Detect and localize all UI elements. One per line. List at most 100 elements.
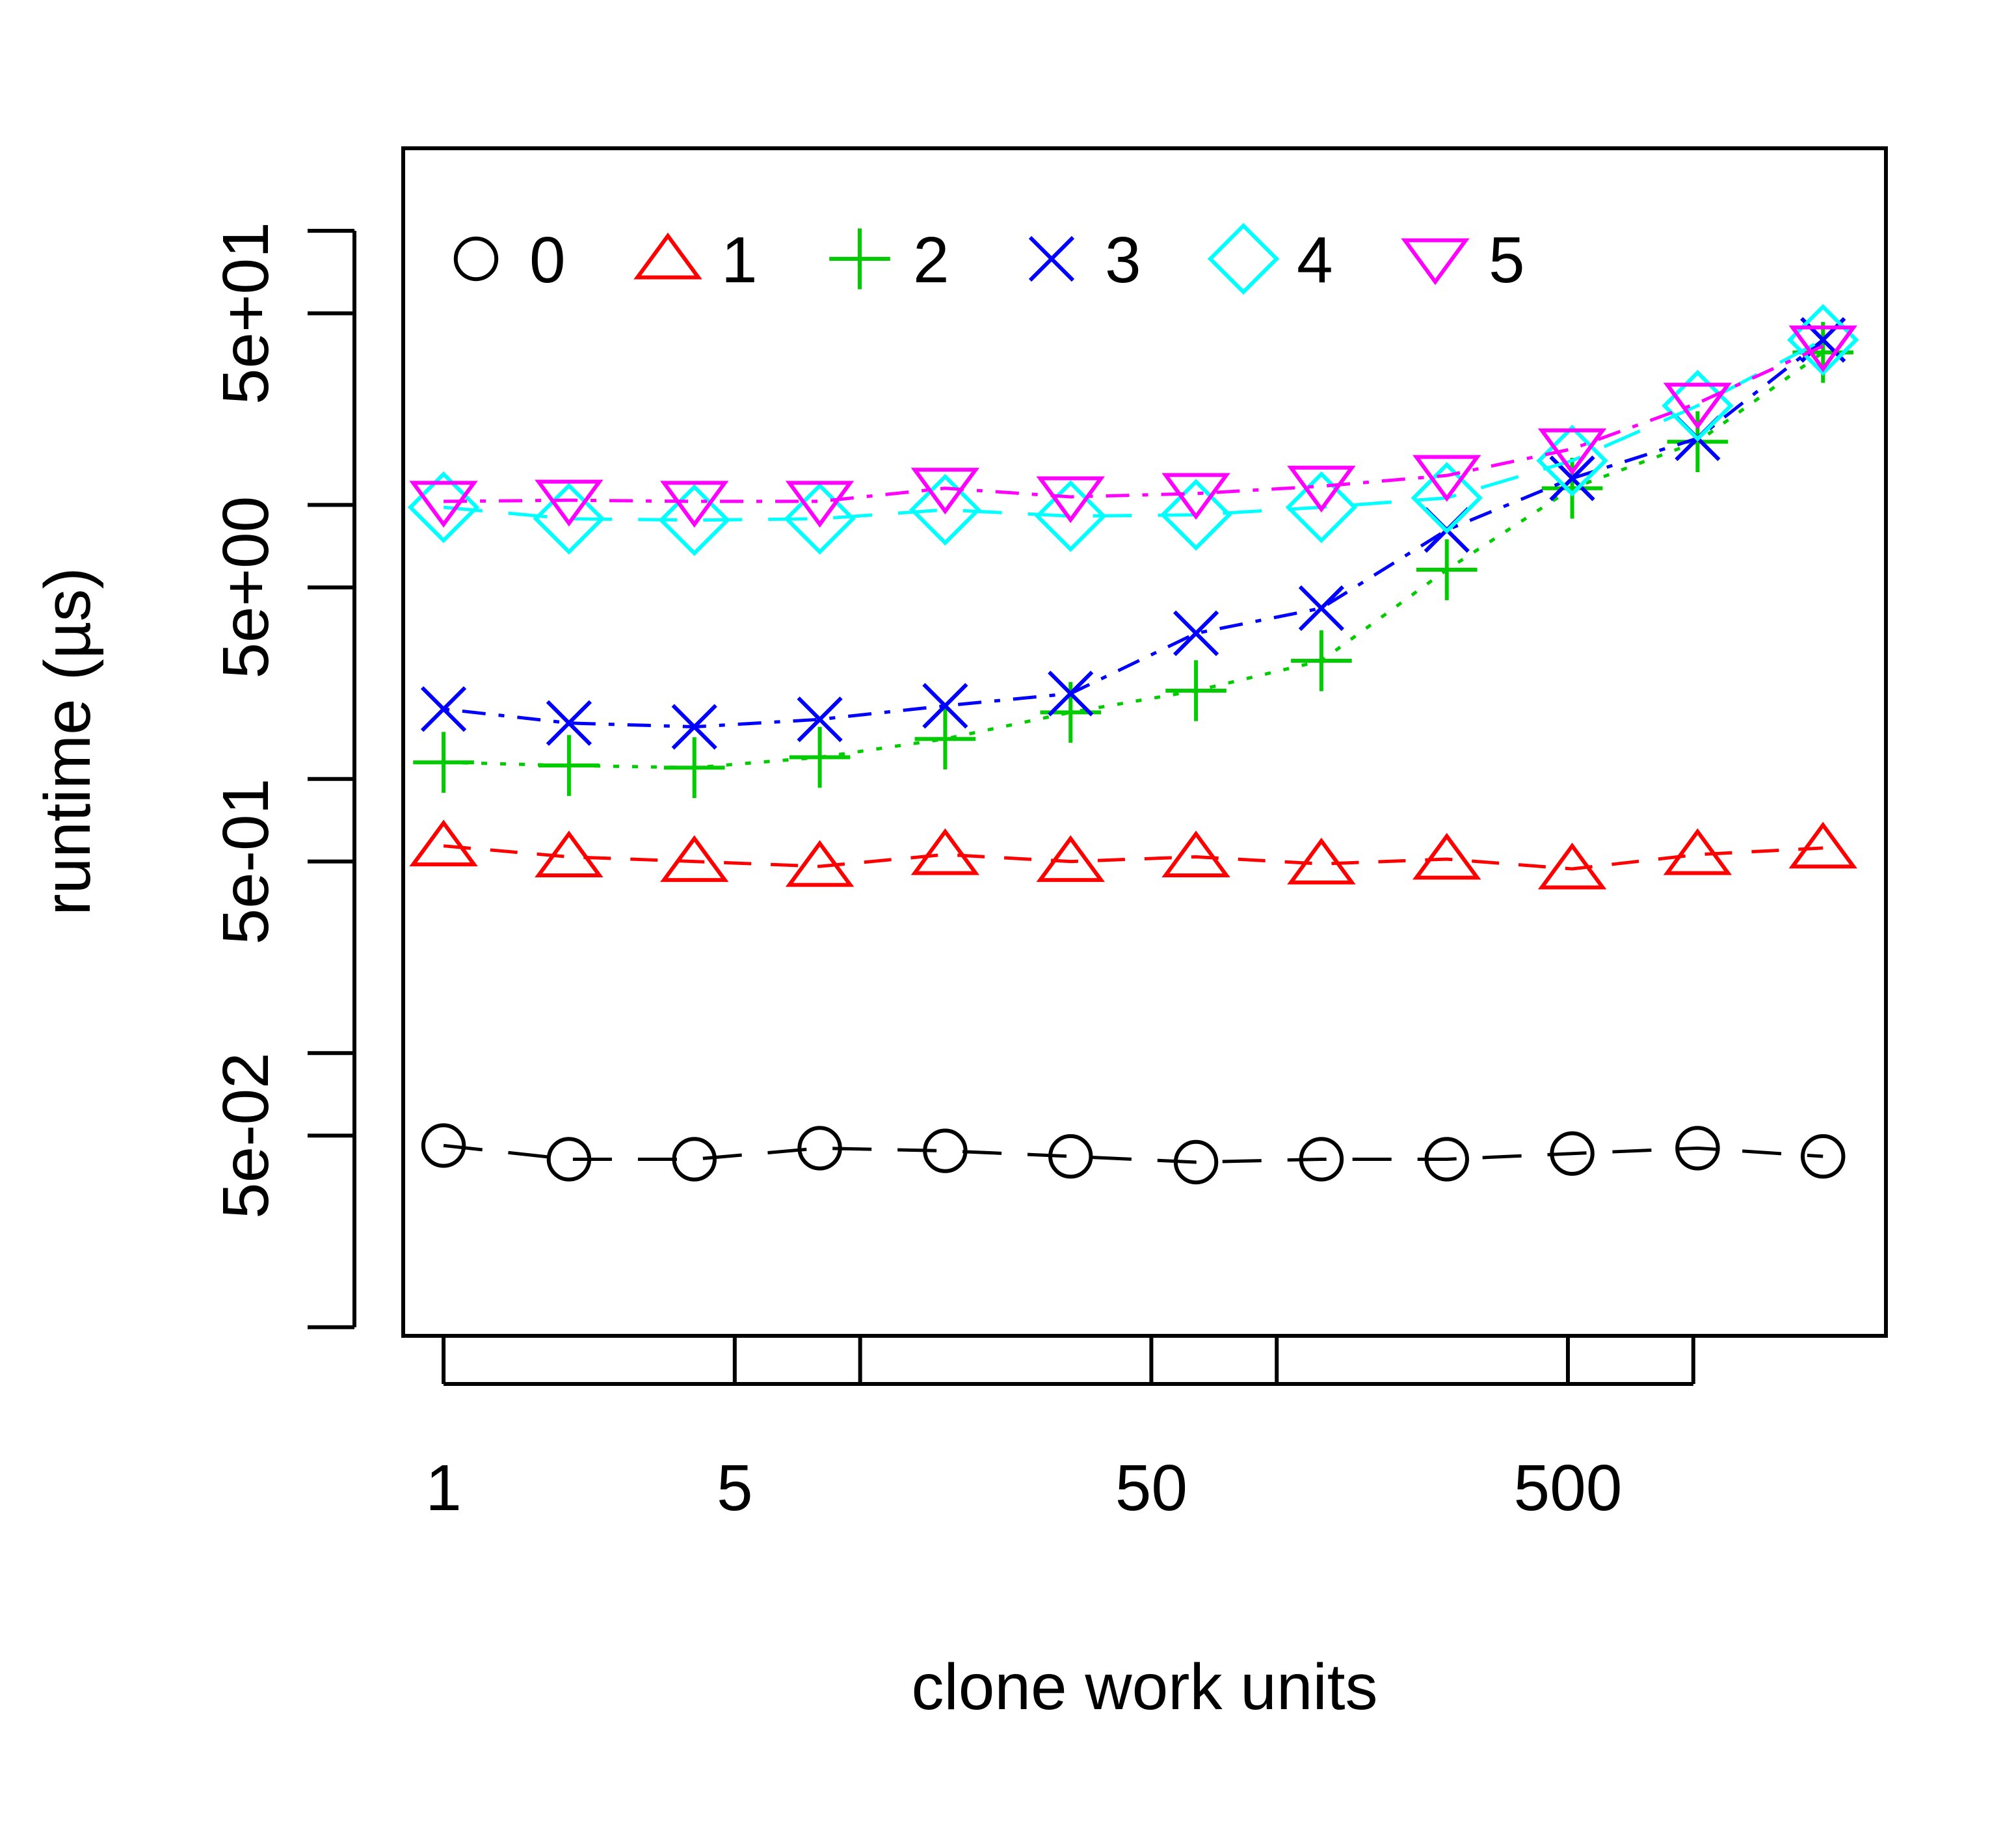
data-point: [409, 819, 478, 867]
legend-label: 5: [1489, 224, 1525, 297]
data-point: [671, 704, 717, 750]
data-point: [533, 483, 605, 555]
x-axis-title: clone work units: [912, 1651, 1378, 1723]
data-point: [1036, 835, 1105, 883]
series-line: [443, 338, 1824, 729]
data-point: [660, 835, 729, 883]
legend-item-4: 4: [1207, 222, 1333, 297]
series-line: [444, 351, 1824, 769]
data-point: [1537, 842, 1607, 890]
data-point: [1034, 480, 1107, 552]
data-point: [1160, 479, 1232, 551]
data-point: [1165, 660, 1227, 721]
data-point: [1537, 428, 1607, 475]
data-point: [672, 1137, 717, 1182]
data-point: [1424, 1137, 1469, 1182]
data-point: [784, 483, 856, 555]
data-point: [797, 697, 843, 743]
legend: 0 1 2 3 4 5: [453, 222, 1525, 297]
data-point: [910, 828, 980, 875]
data-point: [660, 481, 729, 528]
legend-marker: [1028, 235, 1075, 282]
legend-marker: [1207, 222, 1280, 295]
data-point: [546, 1137, 592, 1182]
data-point: [546, 700, 592, 746]
x-tick-label: 500: [1514, 1452, 1623, 1524]
data-point: [914, 708, 976, 770]
data-point: [910, 468, 980, 515]
y-axis-title: runtime (µs): [31, 567, 104, 915]
data-point: [413, 732, 474, 793]
data-point: [1667, 411, 1729, 473]
legend-item-0: 0: [453, 224, 566, 297]
data-point: [1048, 1134, 1093, 1179]
data-point: [922, 683, 968, 729]
x-tick-label: 1: [425, 1452, 462, 1524]
legend-label: 0: [529, 224, 566, 297]
data-point: [535, 831, 603, 877]
data-point: [1161, 831, 1230, 877]
data-point: [1788, 325, 1857, 373]
y-axis: 5e-02 5e-01 5e+00 5e+01: [209, 222, 356, 1329]
data-point: [420, 686, 467, 732]
data-point: [785, 481, 855, 528]
data-point: [1550, 1131, 1595, 1176]
data-point: [1287, 837, 1356, 884]
legend-label: 1: [721, 224, 758, 297]
data-point: [797, 1126, 842, 1171]
y-tick-label: 5e-01: [209, 778, 282, 945]
data-point: [1801, 1134, 1846, 1179]
legend-label: 2: [913, 224, 949, 297]
data-point: [1675, 1126, 1720, 1171]
legend-label: 4: [1297, 224, 1333, 297]
legend-item-3: 3: [1028, 224, 1141, 297]
data-point: [1287, 466, 1356, 513]
data-point: [1413, 832, 1481, 880]
legend-marker: [1401, 238, 1470, 286]
series-line: [443, 1143, 1824, 1164]
series-0: [421, 1123, 1846, 1185]
legend-item-1: 1: [633, 224, 758, 297]
data-point: [421, 1123, 466, 1168]
data-point: [1413, 455, 1481, 502]
legend-label: 3: [1105, 224, 1141, 297]
series-line: [443, 338, 1824, 522]
x-tick-label: 50: [1115, 1452, 1187, 1524]
data-point: [1036, 476, 1105, 524]
data-point: [1173, 610, 1219, 656]
data-point: [1291, 630, 1352, 691]
x-axis: 1 5 50 500: [425, 1337, 1695, 1524]
y-tick-label: 5e-02: [209, 1052, 282, 1219]
data-point: [658, 484, 730, 556]
legend-item-2: 2: [829, 224, 949, 297]
data-point: [535, 479, 603, 527]
y-tick-label: 5e+00: [209, 496, 282, 679]
data-point: [663, 737, 725, 799]
data-point: [1298, 585, 1345, 631]
data-point: [1541, 457, 1603, 519]
data-point: [1299, 1137, 1344, 1182]
data-point: [409, 481, 478, 528]
data-point: [1285, 471, 1358, 544]
series-5: [409, 325, 1857, 528]
series-3: [420, 317, 1846, 750]
data-point: [1161, 473, 1230, 520]
data-point: [1663, 828, 1732, 875]
data-point: [789, 726, 851, 788]
series-4: [407, 304, 1859, 556]
data-point: [1788, 821, 1857, 869]
data-point: [1173, 1139, 1219, 1185]
series-layer: [407, 304, 1859, 1185]
data-point: [785, 840, 855, 887]
legend-item-5: 5: [1401, 224, 1525, 297]
data-point: [1536, 425, 1608, 497]
data-point: [538, 735, 600, 796]
data-point: [909, 473, 981, 546]
data-point: [1663, 382, 1732, 430]
series-line: [444, 344, 1824, 503]
series-2: [413, 322, 1854, 799]
legend-marker: [633, 232, 702, 280]
data-point: [1416, 539, 1478, 600]
